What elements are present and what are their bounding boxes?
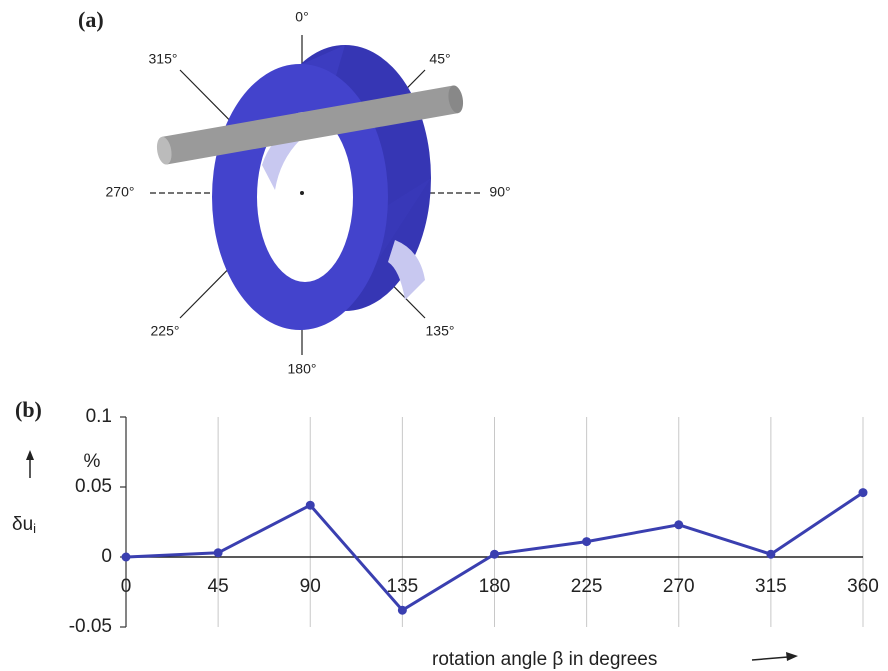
y-label-main: δu xyxy=(12,514,33,535)
x-tick-label: 315 xyxy=(755,576,787,597)
diagram: 0° 45° 90° 135° 180° 225° 270° 315° xyxy=(106,9,511,377)
x-tick-label: 90 xyxy=(300,576,321,597)
x-tick-label: 45 xyxy=(208,576,229,597)
x-tick-label: 270 xyxy=(663,576,695,597)
data-point xyxy=(214,548,223,557)
x-tick-label: 135 xyxy=(387,576,419,597)
x-tick-label: 180 xyxy=(479,576,511,597)
y-unit: % xyxy=(84,451,101,472)
x-tick-label: 360 xyxy=(847,576,879,597)
angle-label: 45° xyxy=(429,51,450,67)
angle-label: 315° xyxy=(149,51,178,67)
angle-label: 135° xyxy=(426,323,455,339)
y-label: δui xyxy=(12,514,36,536)
data-point xyxy=(122,553,131,562)
x-tick-label: 225 xyxy=(571,576,603,597)
x-arrow-head xyxy=(786,652,798,661)
figure: (a) 0° 45° 90° 135° 180° 225° 270° 315° … xyxy=(0,0,888,671)
angle-label: 90° xyxy=(489,184,510,200)
angle-label: 225° xyxy=(151,323,180,339)
panel-label: (b) xyxy=(15,397,42,422)
y-tick-label: -0.05 xyxy=(69,616,112,637)
data-point xyxy=(582,537,591,546)
y-tick-label: 0.05 xyxy=(75,476,112,497)
angle-label: 180° xyxy=(288,361,317,377)
page: (a) 0° 45° 90° 135° 180° 225° 270° 315° … xyxy=(0,0,888,671)
data-point xyxy=(398,606,407,615)
angle-label: 0° xyxy=(295,9,308,25)
data-point xyxy=(674,520,683,529)
data-point xyxy=(766,550,775,559)
data-point xyxy=(490,550,499,559)
x-label: rotation angle β in degrees xyxy=(432,649,657,670)
y-arrow-head xyxy=(26,450,34,460)
y-tick-label: 0.1 xyxy=(86,406,112,427)
y-label-sub: i xyxy=(33,521,36,536)
data-point xyxy=(306,501,315,510)
y-tick-label: 0 xyxy=(101,546,112,567)
center-dot xyxy=(300,191,304,195)
data-point xyxy=(859,488,868,497)
panel-label: (a) xyxy=(78,7,104,32)
x-arrow xyxy=(752,657,788,660)
angle-label: 270° xyxy=(106,184,135,200)
